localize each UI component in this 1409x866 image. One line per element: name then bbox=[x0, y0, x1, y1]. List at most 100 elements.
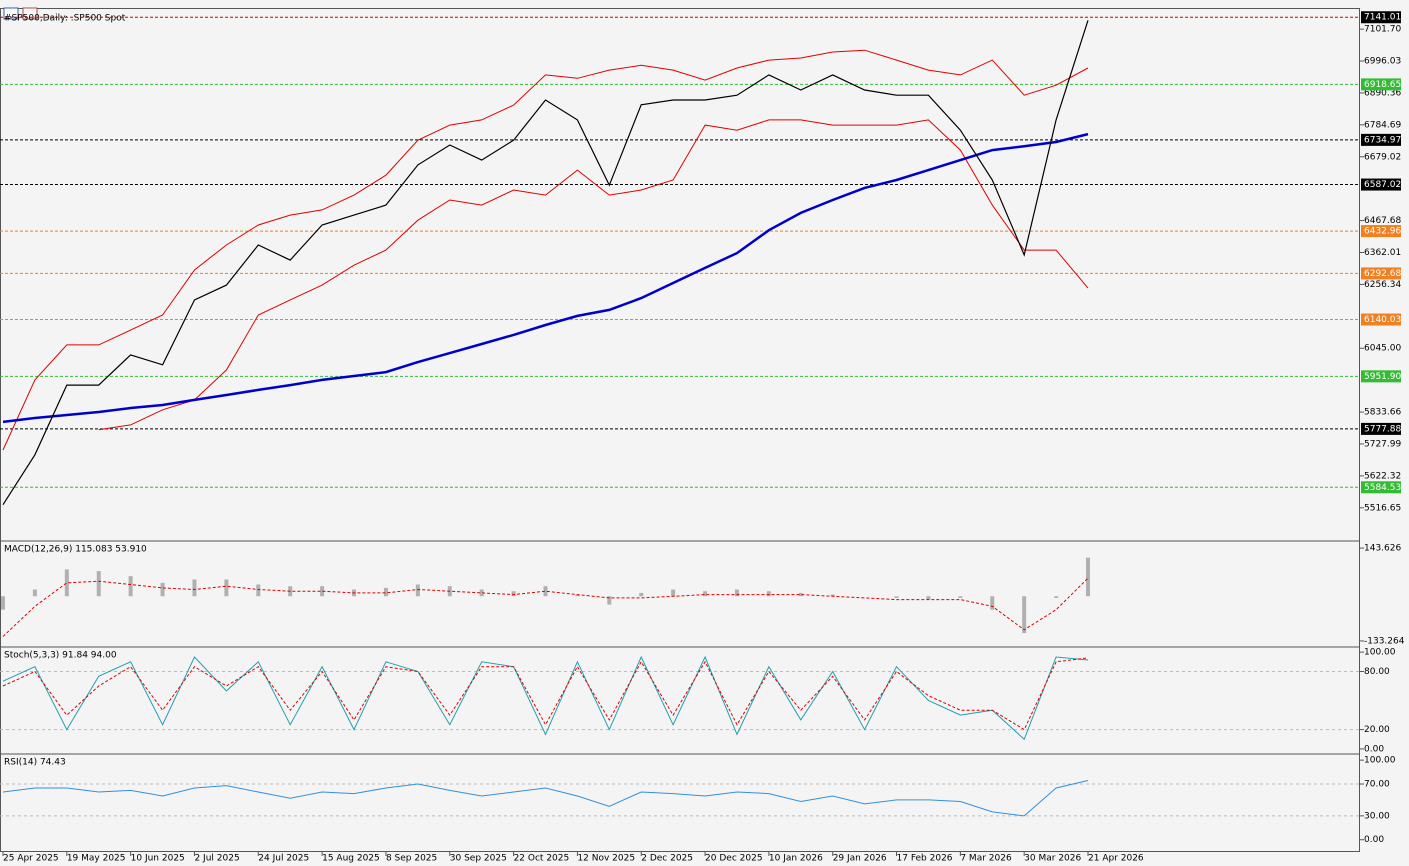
x-tick-label: 19 May 2025 bbox=[67, 854, 126, 864]
histogram-bar bbox=[64, 569, 69, 597]
y-tick-label: 70.00 bbox=[1364, 780, 1390, 790]
histogram-bar bbox=[96, 571, 101, 597]
histogram-bar bbox=[1054, 596, 1059, 598]
y-tick-label: 5727.99 bbox=[1364, 439, 1401, 449]
panel-title: Stoch(5,3,3) 91.84 94.00 bbox=[4, 651, 117, 661]
y-tick-label: 6996.03 bbox=[1364, 57, 1401, 67]
series-line bbox=[2, 132, 1089, 424]
x-tick-label: 30 Mar 2026 bbox=[1024, 854, 1081, 864]
price-label: 6140.03 bbox=[1364, 315, 1401, 325]
price-label-box bbox=[1361, 422, 1401, 435]
histogram-bar bbox=[415, 584, 420, 597]
series-line bbox=[2, 20, 1089, 506]
series-line bbox=[2, 657, 1089, 731]
x-tick-label: 24 Jul 2025 bbox=[258, 854, 309, 864]
histogram-bar bbox=[671, 589, 676, 597]
toolbar-icons bbox=[3, 7, 38, 20]
price-label-box bbox=[1361, 313, 1401, 326]
series-line bbox=[2, 655, 1089, 741]
x-tick-label: 2 Jul 2025 bbox=[194, 854, 239, 864]
price-label-box bbox=[1361, 267, 1401, 280]
histogram-bar bbox=[1, 596, 5, 610]
histogram-bar bbox=[639, 592, 644, 597]
y-tick-label: 6045.00 bbox=[1364, 344, 1401, 354]
y-tick-label: 5833.66 bbox=[1364, 408, 1401, 418]
price-label: 5951.90 bbox=[1364, 372, 1401, 382]
x-tick-label: 20 Dec 2025 bbox=[705, 854, 763, 864]
price-label: 6734.97 bbox=[1364, 135, 1401, 145]
y-tick-label: 0.00 bbox=[1364, 744, 1384, 754]
x-tick-label: 17 Feb 2026 bbox=[897, 854, 953, 864]
y-tick-label: 20.00 bbox=[1364, 725, 1390, 735]
histogram-bar bbox=[224, 579, 229, 597]
x-tick-label: 25 Apr 2025 bbox=[3, 854, 59, 864]
price-label: 7141.01 bbox=[1364, 13, 1401, 23]
y-tick-label: 6362.01 bbox=[1364, 248, 1401, 258]
histogram-bar bbox=[766, 591, 771, 597]
x-tick-label: 30 Sep 2025 bbox=[450, 854, 507, 864]
y-tick-label: 6467.68 bbox=[1364, 216, 1401, 226]
series-line bbox=[2, 49, 1089, 451]
histogram-bar bbox=[320, 586, 325, 597]
y-tick-label: 5516.65 bbox=[1364, 503, 1401, 513]
histogram-bar bbox=[926, 596, 931, 600]
x-tick-label: 7 Mar 2026 bbox=[960, 854, 1012, 864]
price-label: 6292.68 bbox=[1364, 269, 1401, 279]
x-tick-label: 10 Jun 2025 bbox=[131, 854, 185, 864]
histogram-bar bbox=[543, 586, 548, 597]
y-tick-label: 6679.02 bbox=[1364, 152, 1401, 162]
price-label: 6432.96 bbox=[1364, 227, 1401, 237]
histogram-bar bbox=[511, 591, 516, 597]
y-tick-label: -133.264 bbox=[1364, 636, 1405, 646]
histogram-bar bbox=[575, 594, 580, 597]
x-tick-label: 2 Dec 2025 bbox=[641, 854, 693, 864]
histogram-bar bbox=[990, 596, 995, 610]
price-label-box bbox=[1361, 370, 1401, 383]
y-tick-label: 6890.36 bbox=[1364, 88, 1401, 98]
y-tick-label: 6784.69 bbox=[1364, 120, 1401, 130]
x-tick-label: 12 Nov 2025 bbox=[577, 854, 635, 864]
price-label-box bbox=[1361, 133, 1401, 146]
price-label-box bbox=[1361, 11, 1401, 24]
histogram-bar bbox=[607, 596, 612, 605]
x-tick-label: 29 Jan 2026 bbox=[833, 854, 887, 864]
price-label: 5584.53 bbox=[1364, 483, 1401, 493]
histogram-bar bbox=[1086, 557, 1090, 597]
histogram-bar bbox=[479, 589, 484, 597]
y-tick-label: 6256.34 bbox=[1364, 280, 1401, 290]
series-line bbox=[2, 780, 1089, 817]
y-tick-label: 7101.70 bbox=[1364, 25, 1401, 35]
y-tick-label: 80.00 bbox=[1364, 667, 1390, 677]
histogram-bar bbox=[128, 576, 133, 597]
price-label: 6587.02 bbox=[1364, 180, 1401, 190]
y-tick-label: 5622.32 bbox=[1364, 471, 1401, 481]
histogram-bar bbox=[830, 594, 835, 597]
y-tick-label: 100.00 bbox=[1364, 648, 1396, 658]
histogram-bar bbox=[734, 589, 739, 597]
series-line bbox=[2, 577, 1089, 637]
icon bbox=[3, 7, 19, 20]
x-tick-label: 15 Aug 2025 bbox=[322, 854, 380, 864]
x-tick-label: 8 Sep 2025 bbox=[386, 854, 437, 864]
price-label-box bbox=[1361, 225, 1401, 238]
x-tick-label: 22 Oct 2025 bbox=[514, 854, 570, 864]
histogram-bar bbox=[32, 589, 37, 597]
price-label-box bbox=[1361, 78, 1401, 91]
histogram-bar bbox=[703, 591, 708, 597]
y-tick-label: 0.00 bbox=[1364, 835, 1384, 845]
histogram-bar bbox=[160, 582, 165, 597]
panel-title: RSI(14) 74.43 bbox=[4, 758, 66, 768]
icon bbox=[22, 7, 38, 20]
x-tick-label: 10 Jan 2026 bbox=[769, 854, 823, 864]
histogram-bar bbox=[383, 587, 388, 597]
panel-title: #SP500,Daily: .SP500 Spot bbox=[4, 14, 126, 24]
histogram-bar bbox=[798, 592, 803, 597]
price-label-box bbox=[1361, 481, 1401, 494]
y-tick-label: 100.00 bbox=[1364, 756, 1396, 766]
price-label: 6918.65 bbox=[1364, 80, 1401, 90]
x-tick-label: 21 Apr 2026 bbox=[1088, 854, 1144, 864]
y-tick-label: 143.626 bbox=[1364, 544, 1401, 554]
series-line bbox=[98, 119, 1089, 431]
histogram-bar bbox=[958, 596, 963, 598]
